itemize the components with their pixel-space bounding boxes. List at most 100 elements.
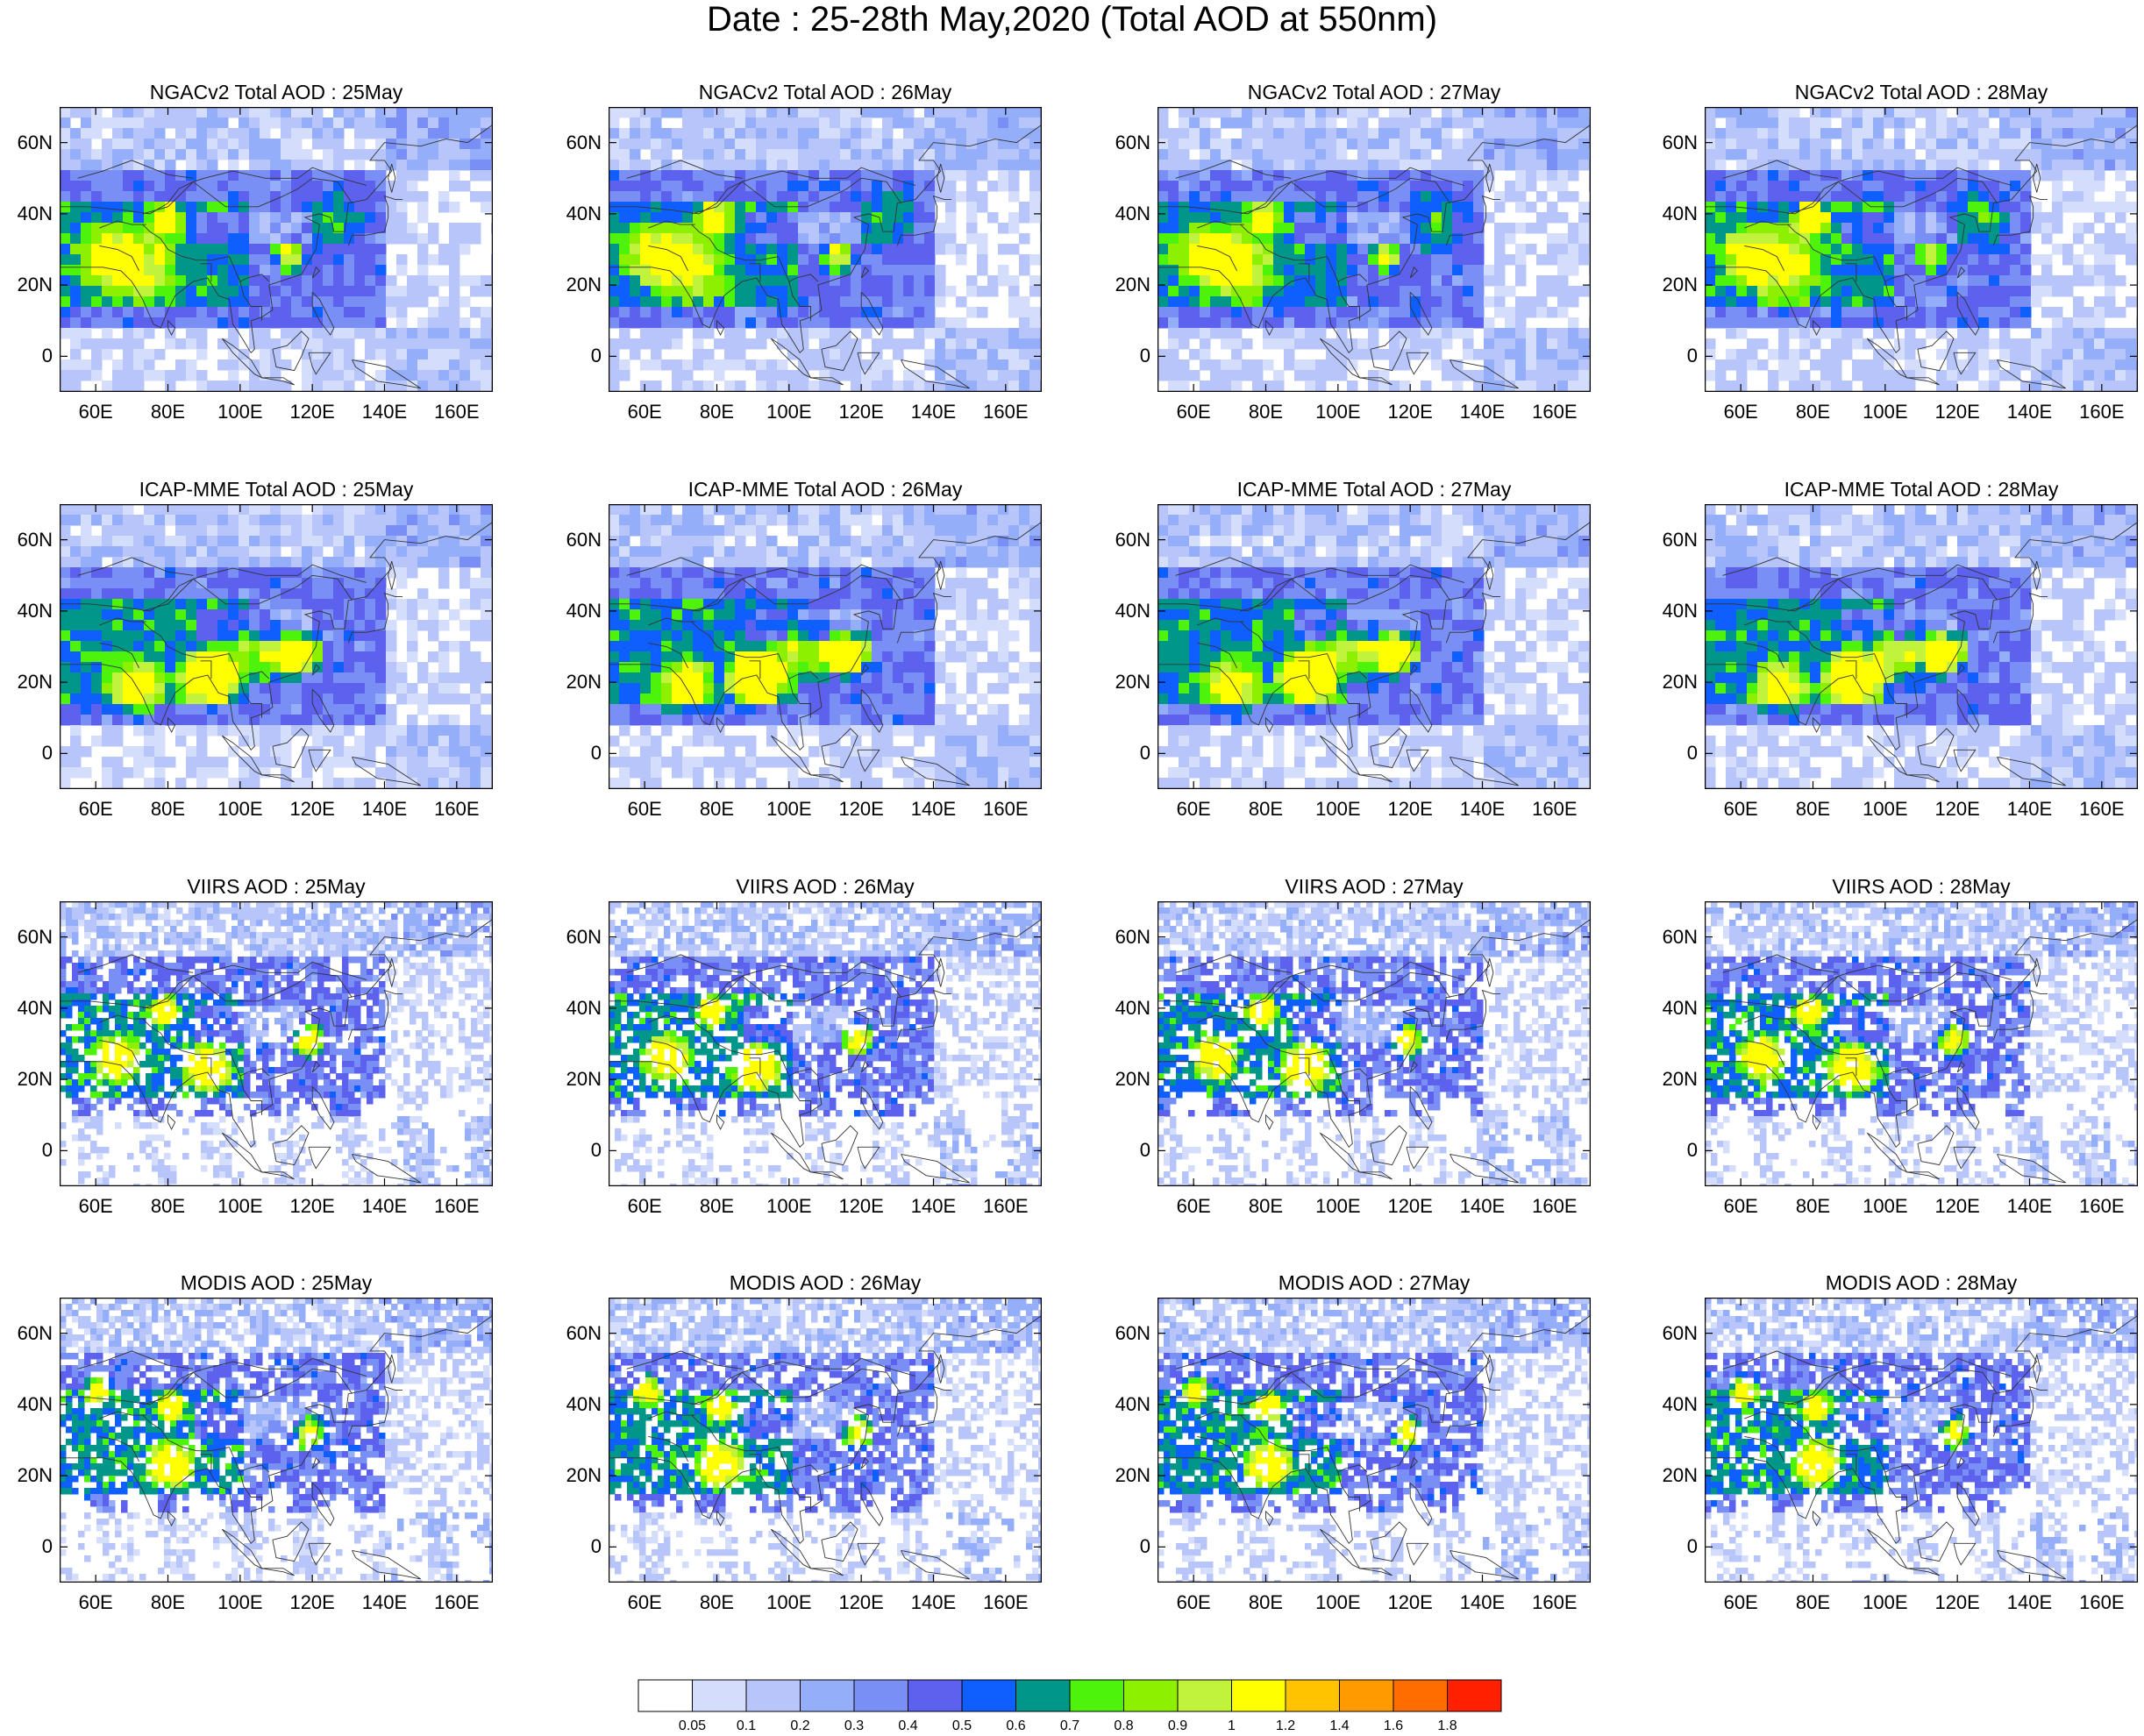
map-panel: MODIS AOD : 28May 60N 40N 20N 0 60E 80E 100E 120…: [1649, 1271, 2140, 1648]
panel-title: MODIS AOD : 28May: [1705, 1271, 2138, 1294]
coastlines: [60, 1314, 493, 1580]
lon-tick-label: 140E: [354, 798, 416, 821]
lon-tick-label: 60E: [1710, 1591, 1771, 1614]
lon-tick-label: 140E: [903, 798, 965, 821]
coastlines: [1705, 124, 2138, 389]
lon-tick-label: 160E: [426, 798, 488, 821]
lon-tick-label: 160E: [1524, 798, 1585, 821]
lon-tick-label: 120E: [1379, 401, 1441, 423]
lat-tick-label: 20N: [552, 1464, 602, 1487]
map-panel: MODIS AOD : 27May 60N 40N 20N 0 60E 80E 100E 120…: [1101, 1271, 1592, 1648]
colorbar-tick-label: 0.5: [936, 1718, 988, 1734]
lon-tick-label: 100E: [1855, 401, 1916, 423]
colorbar-box: [1393, 1679, 1448, 1712]
lon-tick-label: 120E: [1927, 1591, 1988, 1614]
lon-tick-label: 120E: [1379, 798, 1441, 821]
map-panel: VIIRS AOD : 25May 60N 40N 20N 0 60E 80E 100E 120…: [4, 875, 495, 1252]
panel-title: ICAP-MME Total AOD : 28May: [1705, 478, 2138, 501]
lat-tick-label: 60N: [552, 529, 602, 551]
lon-tick-label: 160E: [426, 1591, 488, 1614]
figure-title: Date : 25-28th May,2020 (Total AOD at 55…: [0, 0, 2144, 39]
lat-tick-label: 60N: [1101, 132, 1150, 154]
lat-tick-label: 60N: [1101, 1322, 1150, 1345]
lat-tick-label: 60N: [1101, 926, 1150, 949]
map-frame: [1157, 107, 1591, 392]
lon-tick-label: 80E: [687, 1591, 748, 1614]
aod-field: [609, 504, 1042, 789]
aod-field: [609, 901, 1042, 1186]
lat-tick-label: 60N: [4, 1322, 53, 1345]
aod-field: [1705, 504, 2138, 789]
colorbar-tick-label: 0.6: [990, 1718, 1043, 1734]
lon-tick-label: 60E: [65, 1591, 126, 1614]
map-panel: VIIRS AOD : 26May 60N 40N 20N 0 60E 80E 100E 120…: [552, 875, 1044, 1252]
lon-tick-label: 120E: [281, 798, 343, 821]
lon-tick-label: 100E: [1307, 401, 1369, 423]
map-frame: [609, 1298, 1042, 1583]
lat-tick-label: 0: [1649, 1535, 1698, 1558]
lat-tick-label: 60N: [552, 1322, 602, 1345]
lon-tick-label: 140E: [1452, 1591, 1514, 1614]
lon-tick-label: 140E: [1452, 1195, 1514, 1218]
colorbar-box: [1015, 1679, 1071, 1712]
lon-tick-label: 120E: [281, 1591, 343, 1614]
aod-map: [1705, 107, 2138, 392]
lat-tick-label: 0: [552, 345, 602, 367]
map-panel: NGACv2 Total AOD : 26May 60N 40N 20N 0 60E 80E…: [552, 81, 1044, 458]
lat-tick-label: 40N: [552, 600, 602, 623]
lon-tick-label: 140E: [1452, 798, 1514, 821]
coastlines: [1157, 124, 1591, 389]
lon-tick-label: 120E: [1927, 798, 1988, 821]
lat-tick-label: 0: [1649, 742, 1698, 765]
lat-tick-label: 60N: [1649, 529, 1698, 551]
aod-field: [60, 901, 493, 1186]
aod-field: [1705, 107, 2138, 392]
aod-map: [1157, 107, 1591, 392]
map-frame: [60, 901, 493, 1186]
panel-title: ICAP-MME Total AOD : 25May: [60, 478, 493, 501]
lon-tick-label: 120E: [1927, 401, 1988, 423]
coastlines: [1705, 1314, 2138, 1580]
lon-tick-label: 140E: [1999, 798, 2061, 821]
lon-tick-label: 60E: [614, 1195, 675, 1218]
map-frame: [60, 504, 493, 789]
lon-tick-label: 60E: [1710, 1195, 1771, 1218]
lon-tick-label: 60E: [65, 1195, 126, 1218]
map-frame: [1157, 504, 1591, 789]
colorbar: [638, 1679, 1502, 1712]
lon-tick-label: 160E: [975, 401, 1036, 423]
colorbar-tick-label: 0.9: [1151, 1718, 1204, 1734]
lon-tick-label: 60E: [1710, 401, 1771, 423]
lon-tick-label: 160E: [2071, 1591, 2133, 1614]
colorbar-box: [1231, 1679, 1286, 1712]
lon-tick-label: 100E: [759, 401, 820, 423]
lon-tick-label: 100E: [210, 1195, 271, 1218]
lon-tick-label: 100E: [759, 798, 820, 821]
lon-tick-label: 100E: [1855, 1591, 1916, 1614]
coastlines: [60, 918, 493, 1184]
lon-tick-label: 140E: [354, 1195, 416, 1218]
lat-tick-label: 60N: [1649, 926, 1698, 949]
coastlines: [609, 918, 1042, 1184]
panel-title: NGACv2 Total AOD : 26May: [609, 81, 1042, 103]
map-frame: [60, 107, 493, 392]
lon-tick-label: 100E: [759, 1195, 820, 1218]
lat-tick-label: 0: [552, 1535, 602, 1558]
lat-tick-label: 60N: [552, 926, 602, 949]
lon-tick-label: 120E: [830, 401, 892, 423]
lat-tick-label: 40N: [1101, 997, 1150, 1020]
map-panel: NGACv2 Total AOD : 27May 60N 40N 20N 0 60E 80E…: [1101, 81, 1592, 458]
map-panel: MODIS AOD : 26May 60N 40N 20N 0 60E 80E 100E 120…: [552, 1271, 1044, 1648]
map-panel: MODIS AOD : 25May 60N 40N 20N 0 60E 80E 100E 120…: [4, 1271, 495, 1648]
map-panel: ICAP-MME Total AOD : 25May 60N 40N 20N 0 60E 8…: [4, 478, 495, 855]
lat-tick-label: 20N: [1649, 1464, 1698, 1487]
aod-field: [60, 107, 493, 392]
lon-tick-label: 120E: [830, 1591, 892, 1614]
lat-tick-label: 60N: [552, 132, 602, 154]
colorbar-tick-label: 1.2: [1259, 1718, 1312, 1734]
panel-title: VIIRS AOD : 25May: [60, 875, 493, 898]
map-frame: [1705, 901, 2138, 1186]
lon-tick-label: 160E: [2071, 1195, 2133, 1218]
lon-tick-label: 60E: [65, 798, 126, 821]
lon-tick-label: 80E: [138, 798, 199, 821]
